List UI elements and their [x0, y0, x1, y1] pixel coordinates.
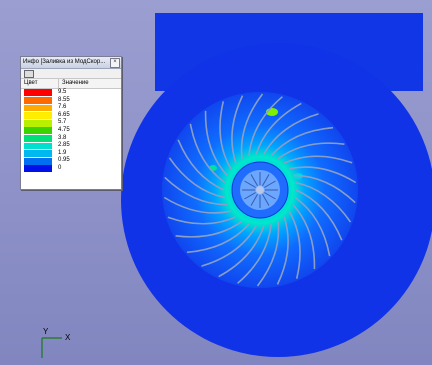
impeller-blade — [288, 210, 301, 279]
impeller-blade — [288, 166, 357, 184]
impeller-blade — [263, 113, 319, 155]
axis-triad — [41, 337, 62, 358]
legend-value: 4.75 — [58, 126, 70, 133]
color-swatch — [24, 157, 52, 165]
impeller-blade — [163, 196, 232, 214]
color-swatch — [24, 150, 52, 157]
hub-spoke — [250, 174, 258, 186]
impeller-blade — [240, 93, 264, 159]
impeller-blade — [276, 216, 289, 285]
impeller-blade — [270, 126, 334, 157]
color-swatch — [24, 165, 52, 173]
legend-value: 3.8 — [58, 134, 67, 141]
legend-row: 7.6 — [21, 104, 121, 112]
column-header-value[interactable]: Значение — [62, 80, 89, 86]
info-legend-window[interactable]: Инфо [Заливка из МодСкор... × Цвет Значе… — [20, 56, 122, 190]
impeller-blade — [292, 204, 316, 270]
legend-row: 6.65 — [21, 112, 121, 120]
hub-spokes — [242, 172, 278, 208]
legend-row: 1.9 — [21, 150, 121, 158]
color-swatch — [24, 142, 52, 150]
impeller-blade — [186, 223, 250, 254]
impeller-blade — [219, 101, 232, 170]
impeller-blade — [237, 224, 272, 284]
impeller-blade — [255, 102, 302, 155]
impeller-blade — [231, 95, 244, 164]
axis-x-label: X — [65, 333, 71, 342]
legend-value: 0 — [58, 164, 62, 171]
legend-value: 2.85 — [58, 142, 70, 149]
legend-value: 5.7 — [58, 119, 67, 126]
impeller-blade — [295, 181, 352, 223]
impeller-blade — [295, 189, 343, 241]
color-swatch — [24, 89, 52, 97]
legend-list: 9.5 8.55 7.6 6.65 5.7 4.75 3.8 2.85 1.9 0.95 0 — [21, 89, 121, 173]
copy-icon[interactable] — [24, 70, 34, 78]
impeller-blade — [248, 96, 283, 156]
legend-value: 0.95 — [58, 157, 70, 164]
window-title: Инфо [Заливка из МодСкор... — [23, 59, 106, 65]
legend-row: 9.5 — [21, 89, 121, 97]
window-toolbar — [21, 69, 121, 79]
impeller-blade — [167, 216, 237, 225]
impeller-blade — [189, 123, 226, 184]
hub-spoke — [244, 180, 256, 188]
legend-row: 2.85 — [21, 142, 121, 150]
legend-value: 6.65 — [58, 111, 70, 118]
volute-model[interactable] — [121, 13, 432, 357]
hub-spoke — [262, 174, 270, 186]
legend-value: 9.5 — [58, 89, 67, 95]
hub-spoke — [264, 192, 276, 200]
impeller-blade — [292, 174, 356, 204]
color-swatch — [24, 134, 52, 142]
impeller-blades — [163, 93, 357, 287]
hub-spoke — [264, 180, 276, 188]
color-swatch — [24, 119, 52, 127]
color-swatch — [24, 112, 52, 119]
legend-row: 3.8 — [21, 135, 121, 143]
hub-spoke — [244, 192, 256, 200]
window-titlebar[interactable]: Инфо [Заливка из МодСкор... × — [21, 57, 121, 69]
legend-header: Цвет Значение — [21, 79, 121, 89]
color-swatch — [24, 104, 52, 112]
legend-row: 0 — [21, 165, 121, 173]
impeller-blade — [175, 220, 243, 238]
impeller-blade — [177, 139, 225, 191]
impeller-blade — [201, 225, 257, 267]
impeller-blade — [164, 176, 228, 206]
legend-row: 4.75 — [21, 127, 121, 135]
legend-row: 5.7 — [21, 119, 121, 127]
hub-spoke — [262, 194, 270, 206]
legend-value: 1.9 — [58, 149, 67, 156]
column-header-color[interactable]: Цвет — [21, 79, 59, 88]
color-swatch — [24, 96, 52, 104]
color-swatch — [24, 127, 52, 135]
impeller-blade — [277, 142, 345, 160]
close-icon[interactable]: × — [110, 58, 120, 68]
impeller-blade — [256, 221, 280, 287]
axis-y-label: Y — [43, 327, 49, 336]
impeller-blade — [283, 155, 353, 164]
impeller-blade — [218, 225, 265, 278]
legend-row: 8.55 — [21, 97, 121, 105]
impeller-blade — [294, 196, 331, 257]
impeller-blade — [168, 157, 225, 199]
impeller-blade — [204, 110, 228, 176]
legend-row: 0.95 — [21, 157, 121, 165]
legend-value: 7.6 — [58, 104, 67, 111]
legend-value: 8.55 — [58, 96, 70, 103]
hub-spoke — [250, 194, 258, 206]
hub-center — [256, 186, 264, 194]
